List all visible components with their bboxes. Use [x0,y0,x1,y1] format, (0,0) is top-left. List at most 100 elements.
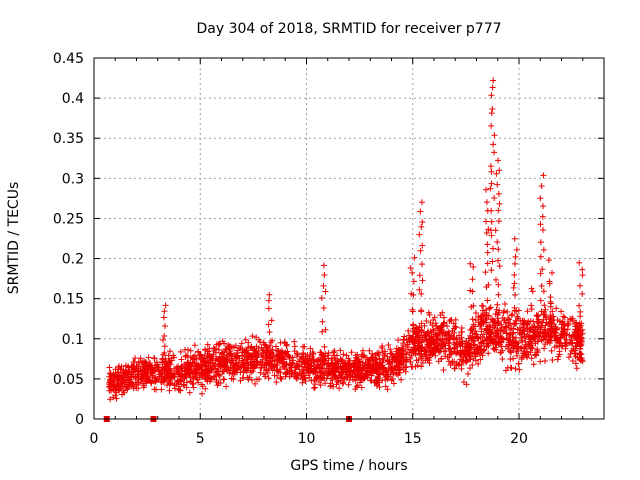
data-point [269,367,276,374]
data-point [542,357,549,364]
data-point [541,302,548,309]
data-point [549,326,556,333]
data-point [171,365,178,372]
data-point [355,360,362,367]
data-point [543,319,550,326]
data-point [479,347,486,354]
data-point [203,375,210,382]
data-point [321,271,328,278]
data-point [319,318,326,325]
data-point [122,378,129,385]
data-point [299,376,306,383]
data-point [252,380,259,387]
data-point [495,157,502,164]
data-point [485,226,492,233]
data-point [128,371,135,378]
y-tick-label: 0.25 [53,211,84,227]
data-point [213,341,220,348]
data-point [327,380,334,387]
x-axis-label: GPS time / hours [290,458,407,474]
data-point [469,362,476,369]
data-point [528,306,535,313]
data-point [268,349,275,356]
data-point [293,353,300,360]
data-point [510,325,517,332]
data-point [577,342,584,349]
data-point [530,318,537,325]
data-point [571,350,578,357]
data-point [210,351,217,358]
data-point [493,306,500,313]
data-point [466,349,473,356]
data-point [417,247,424,254]
data-point [158,386,165,393]
data-point [164,370,171,377]
data-point [440,314,447,321]
data-point [300,349,307,356]
data-point [317,382,324,389]
data-point [372,367,379,374]
data-point [319,364,326,371]
data-point [167,348,174,355]
data-point [409,335,416,342]
data-point [526,332,533,339]
data-point [483,342,490,349]
data-point [575,328,582,335]
data-point [418,363,425,370]
data-point [538,337,545,344]
data-point [330,365,337,372]
data-point [496,338,503,345]
data-point [527,340,534,347]
data-point [490,337,497,344]
data-point [478,326,485,333]
data-point [436,337,443,344]
data-point [493,327,500,334]
data-point [178,363,185,370]
data-point [117,381,124,388]
data-point [379,359,386,366]
data-point [381,371,388,378]
data-point [444,323,451,330]
data-point [431,314,438,321]
data-point [140,376,147,383]
data-point [307,356,314,363]
data-point [487,316,494,323]
data-point [379,366,386,373]
data-point [204,368,211,375]
data-point [185,359,192,366]
data-point [352,357,359,364]
data-point [477,356,484,363]
data-point [406,349,413,356]
data-point [188,362,195,369]
data-point [471,323,478,330]
data-point [546,316,553,323]
data-point [400,342,407,349]
data-point [345,381,352,388]
data-point [537,239,544,246]
data-point [490,345,497,352]
data-point [566,354,573,361]
data-point [573,365,580,372]
data-point [539,266,546,273]
data-point [501,301,508,308]
data-point [426,311,433,318]
data-point [133,385,140,392]
data-point [141,358,148,365]
data-point [107,387,114,394]
data-point [490,77,497,84]
data-point [336,385,343,392]
data-point [495,246,502,253]
data-point [577,342,584,349]
data-point [538,183,545,190]
data-point [423,331,430,338]
data-point [357,379,364,386]
data-point [292,364,299,371]
data-point [380,357,387,364]
data-point [364,367,371,374]
data-point [289,354,296,361]
data-point [284,348,291,355]
data-point [368,354,375,361]
data-point [354,351,361,358]
data-point [137,355,144,362]
data-point [267,354,274,361]
